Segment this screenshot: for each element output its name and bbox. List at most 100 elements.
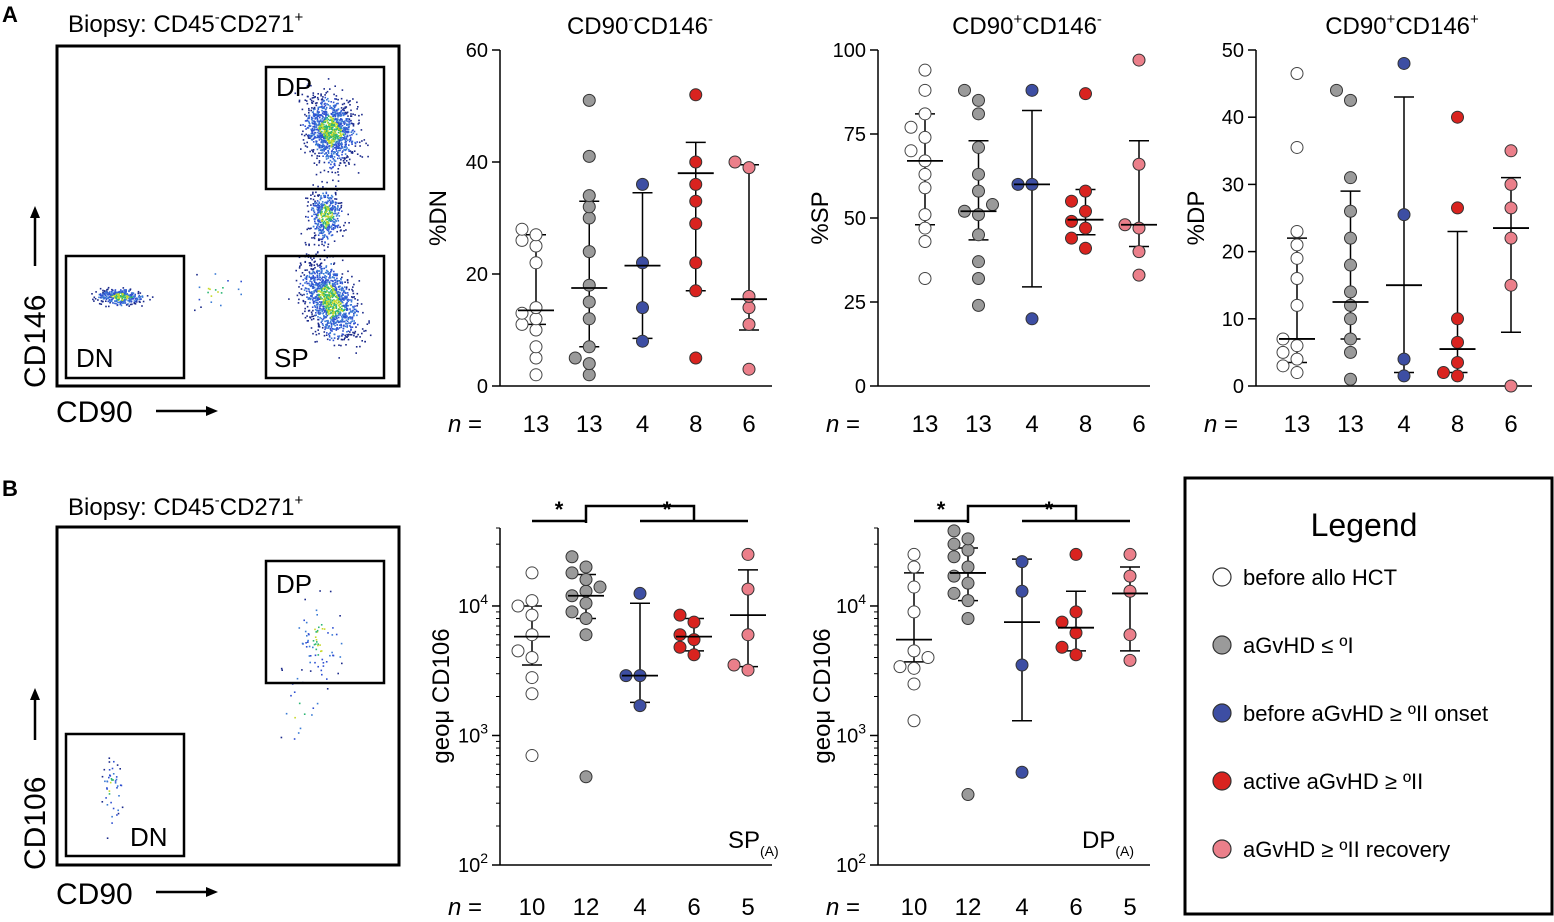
data-point	[1344, 231, 1357, 245]
data-point	[689, 256, 703, 270]
data-point	[907, 560, 921, 574]
panel-letter-a: A	[2, 2, 18, 27]
data-point	[1451, 369, 1464, 383]
legend-marker	[1212, 839, 1232, 859]
data-point	[1451, 335, 1464, 349]
data-point	[961, 532, 975, 546]
flow-a-x-arrowhead	[206, 406, 218, 416]
data-point	[1344, 312, 1357, 326]
gate-label-sp-a: SP	[274, 343, 309, 373]
n-prefix: n =	[826, 411, 860, 438]
data-point	[529, 312, 543, 326]
gate-dp-a	[264, 65, 386, 191]
data-point	[907, 661, 921, 675]
data-point	[918, 221, 932, 235]
y-tick-label: 0	[1233, 376, 1244, 398]
legend-title: Legend	[1311, 507, 1418, 543]
data-point	[1290, 366, 1304, 380]
legend-marker	[1212, 703, 1232, 723]
data-point	[947, 550, 961, 564]
data-point	[1397, 369, 1411, 383]
n-value: 12	[955, 894, 982, 921]
data-point	[1123, 569, 1137, 583]
data-point	[565, 566, 579, 580]
data-point	[918, 235, 932, 249]
legend-label: aGvHD ≥ ºII recovery	[1243, 837, 1450, 862]
data-point	[1079, 184, 1092, 198]
data-point	[529, 256, 543, 270]
data-point	[1344, 93, 1357, 107]
data-point	[515, 317, 529, 331]
data-point	[1015, 584, 1029, 598]
data-point	[742, 301, 756, 315]
data-point	[687, 633, 701, 647]
flow-a-title: Biopsy: CD45-CD271+	[68, 9, 303, 38]
data-point	[673, 640, 687, 654]
data-point	[741, 628, 755, 642]
data-point	[529, 301, 543, 315]
flow-a-xlabel: CD90	[56, 396, 133, 429]
y-tick-label: 30	[1222, 174, 1244, 196]
data-point	[741, 547, 755, 561]
data-point	[1065, 231, 1078, 245]
legend-label: active aGvHD ≥ ºII	[1243, 769, 1423, 794]
flow-b-frame	[55, 525, 401, 867]
y-tick-label: 40	[466, 152, 488, 174]
data-point	[1290, 271, 1304, 285]
n-value: 6	[742, 411, 755, 438]
sig-star-2: *	[663, 497, 672, 522]
data-point	[689, 351, 703, 365]
subset-label: SP(A)	[728, 827, 779, 859]
data-point	[689, 155, 703, 169]
data-point	[511, 599, 525, 613]
chart-title: CD90+CD146-	[952, 11, 1102, 40]
data-point	[1015, 555, 1029, 569]
data-point	[579, 770, 593, 784]
data-point	[947, 586, 961, 600]
data-point	[1069, 626, 1083, 640]
data-point	[1451, 110, 1464, 124]
data-point	[1065, 194, 1078, 208]
data-point	[972, 271, 985, 285]
data-point	[918, 63, 932, 77]
data-point	[893, 660, 907, 674]
data-point	[741, 663, 755, 677]
data-point	[1123, 653, 1137, 667]
data-point	[741, 582, 755, 596]
flow-plot-a: Biopsy: CD45-CD271+ DP SP DN CD90 CD146	[19, 9, 401, 429]
data-point	[947, 569, 961, 583]
data-point	[728, 155, 742, 169]
sig-star-2: *	[1045, 497, 1054, 522]
sig-bracket-2	[966, 504, 1078, 523]
flow-a-y-arrowhead	[30, 206, 40, 218]
y-tick-label: 60	[466, 40, 488, 62]
data-point	[1123, 547, 1137, 561]
gate-label-dp-a: DP	[276, 72, 312, 102]
flow-a-events	[91, 78, 372, 359]
data-point	[1079, 204, 1092, 218]
data-point	[918, 83, 932, 97]
y-axis-label: %SP	[807, 191, 834, 244]
n-value: 6	[1132, 411, 1145, 438]
data-point	[1504, 201, 1518, 215]
y-tick-label: 50	[1222, 40, 1244, 62]
data-point	[742, 289, 756, 303]
data-point	[529, 228, 543, 242]
n-value: 4	[636, 411, 649, 438]
y-tick-label: 20	[1222, 242, 1244, 264]
data-point	[525, 687, 539, 701]
data-point	[904, 120, 918, 134]
data-point	[689, 177, 703, 191]
data-point	[582, 211, 596, 225]
y-axis-label: %DN	[425, 190, 452, 246]
data-point	[1276, 359, 1290, 373]
flow-b-x-arrowhead	[206, 887, 218, 897]
data-point	[579, 612, 593, 626]
data-point	[511, 644, 525, 658]
data-point	[529, 323, 543, 337]
n-value: 13	[523, 411, 550, 438]
data-point	[568, 351, 582, 365]
